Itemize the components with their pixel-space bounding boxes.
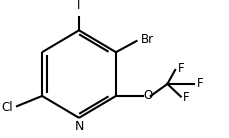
- Text: N: N: [74, 120, 83, 133]
- Text: O: O: [143, 89, 153, 102]
- Text: F: F: [182, 91, 189, 104]
- Text: F: F: [177, 62, 183, 75]
- Text: I: I: [77, 0, 80, 12]
- Text: F: F: [196, 77, 202, 90]
- Text: Br: Br: [141, 33, 154, 46]
- Text: Cl: Cl: [1, 101, 13, 114]
